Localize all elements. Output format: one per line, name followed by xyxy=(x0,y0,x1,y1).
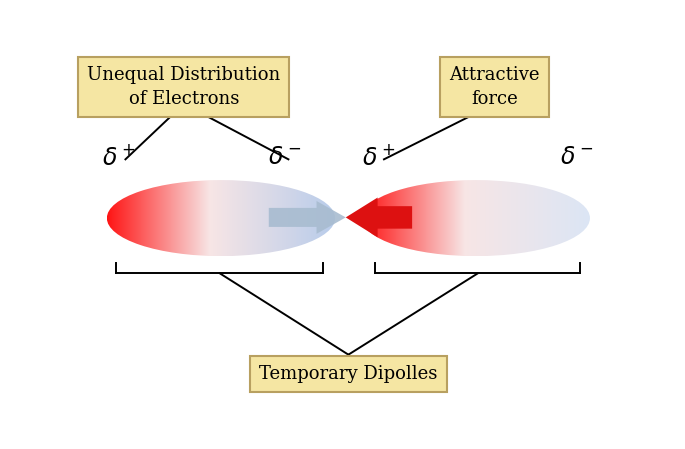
Text: Unequal Distribution
of Electrons: Unequal Distribution of Electrons xyxy=(87,66,280,107)
Text: $\delta^+$: $\delta^+$ xyxy=(102,145,136,170)
Text: Temporary Dipolles: Temporary Dipolles xyxy=(259,365,438,383)
Text: $\delta^-$: $\delta^-$ xyxy=(268,146,301,169)
Text: $\delta^+$: $\delta^+$ xyxy=(362,145,395,170)
Polygon shape xyxy=(346,198,412,237)
Text: Attractive
force: Attractive force xyxy=(449,66,540,107)
Polygon shape xyxy=(269,201,346,234)
Text: $\delta^-$: $\delta^-$ xyxy=(560,146,593,169)
